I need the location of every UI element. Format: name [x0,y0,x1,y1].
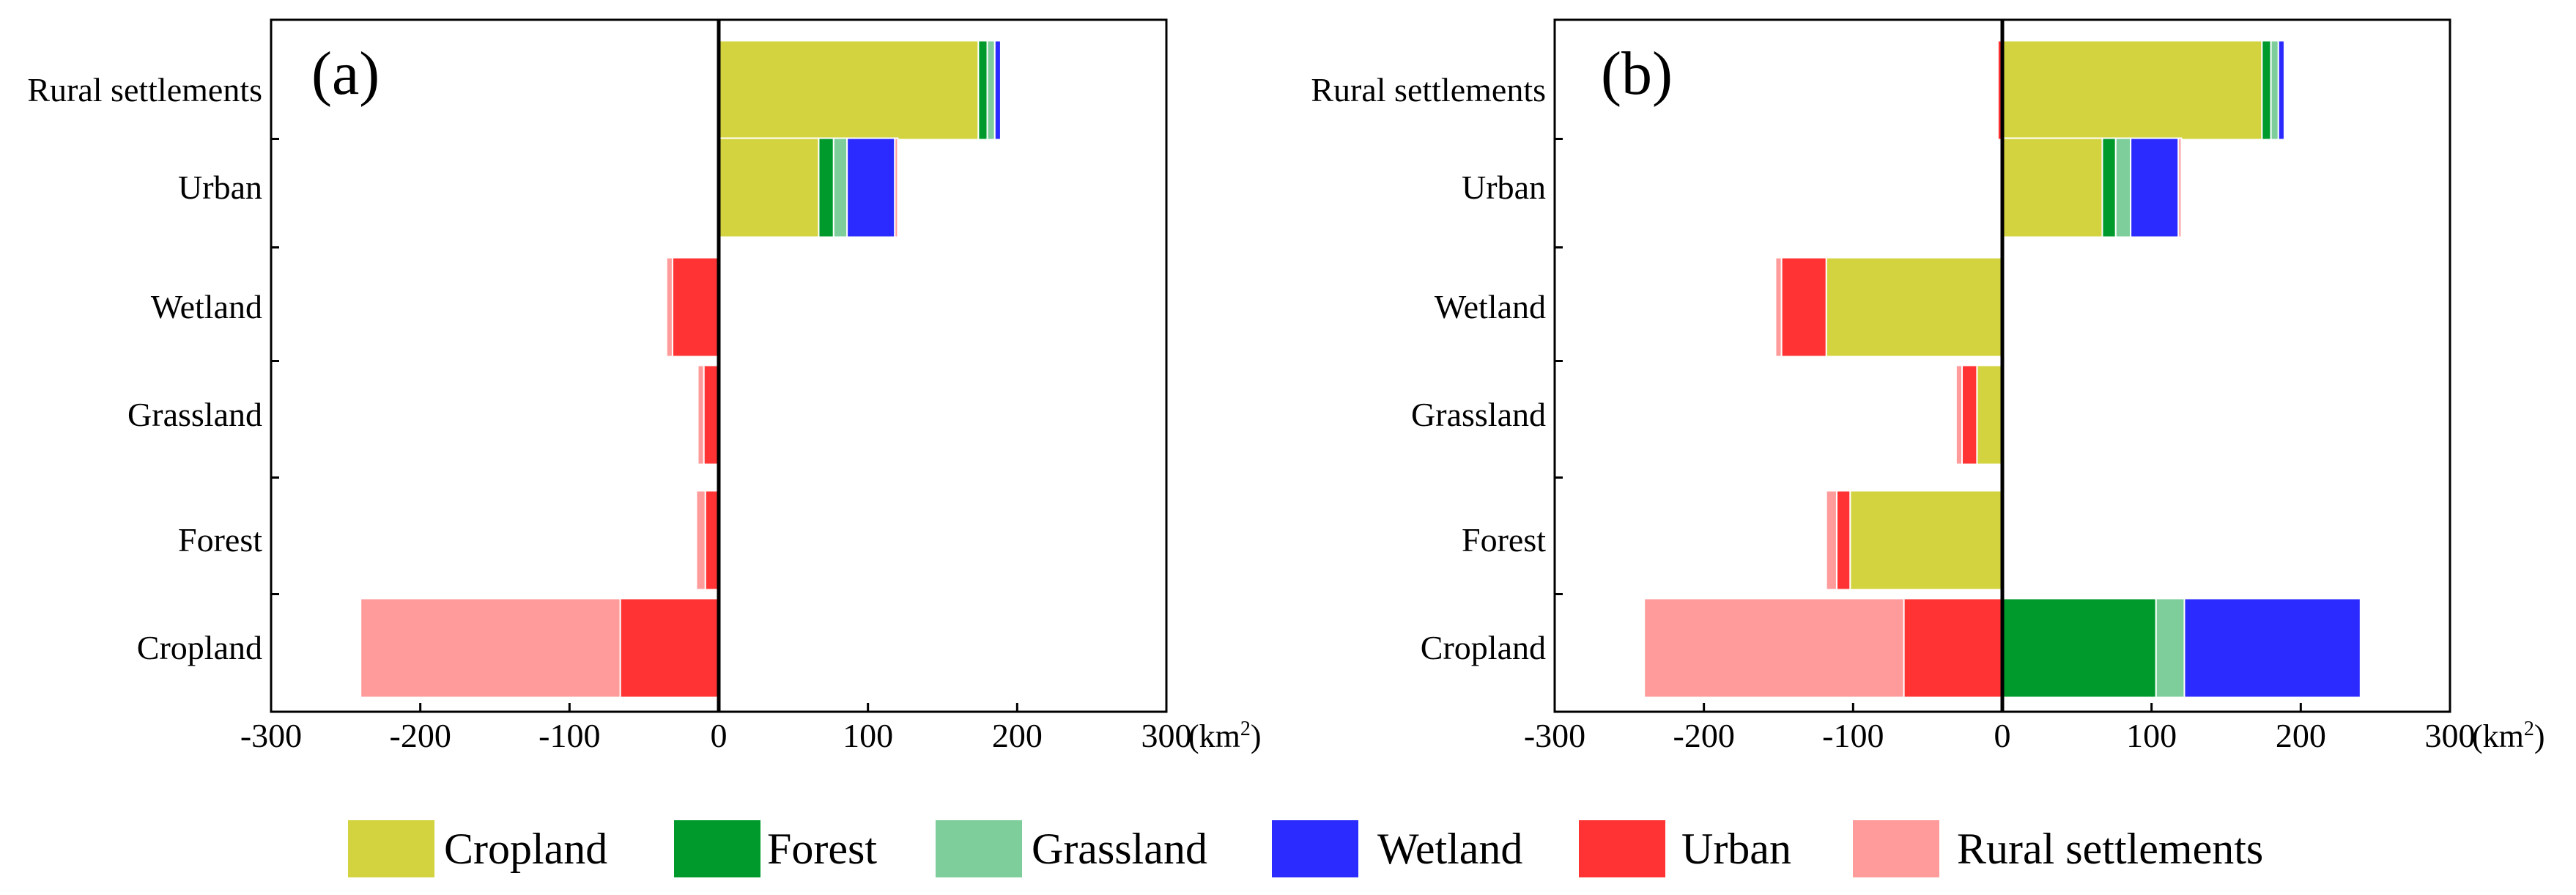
bar-segment-a-rural-settlements-to-wetland [993,40,1002,141]
legend-swatch-forest [674,820,760,877]
bar-segment-b-rural-settlements-to-cropland [2002,40,2263,141]
bar-segment-b-urban-to-grassland [2114,137,2132,238]
category-label-b-rural-settlements: Rural settlements [1311,71,1546,108]
bar-segment-b-urban-to-rural-settlements [2177,137,2183,238]
x-tick-label-a-0: 0 [711,717,728,754]
x-tick-label-b-100: -100 [1822,717,1884,754]
category-label-b-forest: Forest [1462,521,1546,559]
bar-segment-a-urban-to-forest [818,137,834,238]
bar-segment-a-urban-to-rural-settlements [894,137,899,238]
bar-segment-b-wetland-from-rural-settlements [1774,257,1783,358]
bar-segment-a-cropland-from-urban [619,597,720,699]
bar-segment-a-grassland-from-urban [703,364,720,465]
legend-swatch-rural-settlements [1853,820,1939,877]
bar-segment-a-urban-to-wetland [846,137,896,238]
category-label-a-rural-settlements: Rural settlements [27,71,262,108]
bar-segment-b-urban-to-wetland [2130,137,2180,238]
bar-segment-b-forest-from-rural-settlements [1825,490,1837,591]
bar-segment-b-rural-settlements-to-wetland [2277,40,2285,141]
bar-segment-b-cropland-from-rural-settlements [1643,597,1905,699]
bar-segment-b-rural-settlements-to-forest [2261,40,2272,141]
x-tick-label-b-0: 0 [1994,717,2011,754]
bar-segment-b-cropland-from-urban [1903,597,2004,699]
bar-segment-b-forest-from-urban [1835,490,1851,591]
panel-b-x-tick-labels: -300 -200 -100 0 100 200 300 [1524,717,2476,754]
bar-segment-b-cropland-to-grassland [2155,597,2185,699]
legend-label-wetland: Wetland [1377,825,1522,873]
x-tick-label-b-300: -300 [1524,717,1585,754]
bar-segment-b-grassland-from-urban [1961,364,1978,465]
bar-segment-a-rural-settlements-to-forest [977,40,988,141]
bar-segment-b-grassland-from-cropland [1976,364,2004,465]
legend-swatch-grassland [936,820,1022,877]
panel-b-category-ticks [1555,138,1563,595]
bar-segment-a-wetland-from-urban [671,257,720,358]
panel-a-label: (a) [311,40,380,108]
bar-segment-a-rural-settlements-to-cropland [718,40,980,141]
x-tick-label-a-300: -300 [240,717,302,754]
panel-a-category-labels: Rural settlements Urban Wetland Grassland Fo… [27,71,262,666]
bar-segment-b-cropland-to-wetland [2183,597,2361,699]
panel-a-x-ticks [270,703,1168,712]
bar-segment-b-wetland-from-urban [1780,257,1827,358]
bar-segment-a-urban-to-cropland [718,137,820,238]
category-label-b-cropland: Cropland [1421,629,1546,666]
bar-segment-a-cropland-from-rural-settlements [360,597,621,699]
x-tick-label-a-100: -100 [538,717,600,754]
x-tick-label-b-200: -200 [1673,717,1735,754]
legend-label-urban: Urban [1681,825,1791,873]
bar-segment-b-rural-settlements-to-grassland [2270,40,2279,141]
panel-a-unit-label: (km2) [1188,718,1262,754]
panel-b: Rural settlements Urban Wetland Grassland Fo… [1311,18,2545,754]
x-tick-label-a-200: 200 [992,717,1043,754]
x-tick-label-a-200: -200 [390,717,451,754]
bar-segment-b-urban-to-forest [2101,137,2117,238]
bar-segment-b-grassland-from-rural-settlements [1955,364,1964,465]
category-label-a-wetland: Wetland [151,288,262,325]
legend-swatch-wetland [1272,820,1358,877]
x-tick-label-a-100: 100 [843,717,893,754]
legend-label-forest: Forest [767,825,877,873]
x-tick-label-b-100: 100 [2126,717,2177,754]
legend-swatch-cropland [348,820,434,877]
category-label-a-urban: Urban [178,169,262,206]
legend-swatch-urban [1579,820,1665,877]
category-label-a-cropland: Cropland [137,629,262,666]
legend-label-grassland: Grassland [1032,825,1207,873]
bar-segment-a-urban-to-grassland [832,137,848,238]
legend: Cropland Forest Grassland Wetland Urban Rural… [348,820,2263,877]
panel-a-bars [360,40,1002,699]
panel-b-bars [1643,40,2361,699]
bar-segment-b-wetland-from-cropland [1825,257,2003,358]
legend-label-cropland: Cropland [444,825,607,873]
bar-segment-a-forest-from-urban [704,490,719,591]
bar-segment-b-cropland-to-forest [2002,597,2157,699]
bar-segment-a-grassland-from-rural-settlements [697,364,705,465]
panel-b-category-labels: Rural settlements Urban Wetland Grassland Fo… [1311,71,1546,666]
x-tick-label-b-300: 300 [2425,717,2476,754]
panel-b-label: (b) [1601,40,1673,108]
panel-a-x-tick-labels: -300 -200 -100 0 100 200 300 [240,717,1192,754]
bar-segment-a-forest-from-rural-settlements [695,490,706,591]
bar-segment-a-rural-settlements-to-grassland [986,40,996,141]
bar-segment-a-wetland-from-rural-settlements [665,257,673,358]
x-tick-label-a-300: 300 [1141,717,1192,754]
bar-segment-b-forest-from-cropland [1849,490,2004,591]
legend-label-rural-settlements: Rural settlements [1957,825,2263,873]
category-label-b-wetland: Wetland [1435,288,1546,325]
category-label-b-grassland: Grassland [1411,396,1546,433]
panel-b-unit-label: (km2) [2472,718,2545,754]
x-tick-label-b-200: 200 [2276,717,2326,754]
panel-a: Rural settlements Urban Wetland Grassland Fo… [27,18,1262,754]
category-label-a-forest: Forest [178,521,262,559]
panel-a-category-ticks [271,138,279,595]
category-label-b-urban: Urban [1462,169,1546,206]
category-label-a-grassland: Grassland [127,396,262,433]
bar-segment-b-urban-to-cropland [2002,137,2103,238]
